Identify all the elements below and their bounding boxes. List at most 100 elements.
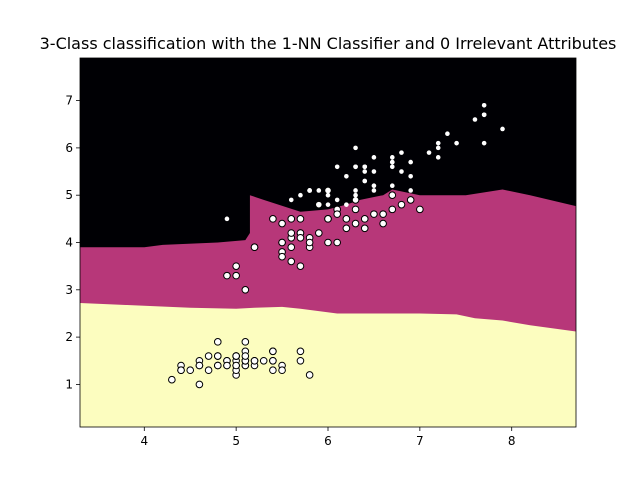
- data-points: [168, 103, 505, 389]
- y-tick-label: 6: [65, 141, 73, 155]
- y-tick-label: 1: [65, 377, 73, 391]
- data-point-class-2: [224, 216, 230, 222]
- data-point-class-2: [399, 169, 404, 174]
- data-point-class-1: [324, 215, 332, 223]
- data-point-class-0: [232, 352, 240, 360]
- decision-regions: [80, 58, 576, 427]
- data-point-class-2: [353, 197, 358, 203]
- data-point-class-2: [316, 188, 322, 193]
- data-point-class-0: [213, 361, 222, 370]
- data-point-class-2: [353, 164, 358, 170]
- y-tick-label: 2: [65, 330, 73, 344]
- data-point-class-2: [371, 155, 377, 160]
- data-point-class-1: [250, 243, 259, 252]
- data-point-class-1: [388, 205, 397, 214]
- data-point-class-0: [195, 361, 204, 370]
- x-tick-label: 4: [140, 434, 148, 448]
- data-point-class-1: [232, 262, 240, 270]
- data-point-class-2: [362, 178, 368, 184]
- data-point-class-1: [278, 219, 286, 228]
- data-point-class-1: [278, 238, 286, 247]
- data-point-class-2: [362, 164, 368, 170]
- data-point-class-2: [500, 126, 505, 132]
- x-tick-label: 6: [324, 434, 332, 448]
- data-point-class-2: [325, 202, 331, 207]
- data-point-class-0: [168, 375, 176, 384]
- data-point-class-0: [232, 361, 240, 370]
- data-point-class-2: [344, 173, 349, 179]
- data-point-class-1: [351, 219, 360, 228]
- data-point-class-2: [389, 164, 395, 170]
- data-point-class-2: [298, 192, 303, 198]
- data-point-class-1: [287, 257, 296, 266]
- data-point-class-2: [472, 117, 478, 122]
- data-point-class-2: [426, 150, 432, 155]
- y-tick-label: 4: [65, 236, 73, 250]
- y-axis: 1 2 3 4 5 6 7: [65, 94, 80, 391]
- data-point-class-1: [397, 200, 406, 209]
- data-point-class-1: [324, 186, 332, 195]
- data-point-class-1: [324, 238, 332, 247]
- data-point-class-2: [454, 140, 459, 146]
- data-point-class-0: [223, 361, 231, 370]
- data-point-class-2: [362, 169, 368, 174]
- data-point-class-1: [388, 191, 397, 199]
- data-point-class-1: [296, 215, 305, 223]
- data-point-class-1: [333, 210, 341, 218]
- data-point-class-0: [296, 356, 305, 365]
- data-point-class-1: [241, 286, 250, 294]
- data-point-class-1: [287, 229, 296, 237]
- y-tick-label: 5: [65, 188, 73, 202]
- data-point-class-2: [307, 188, 312, 193]
- data-point-class-2: [288, 197, 294, 203]
- data-point-class-2: [435, 140, 441, 146]
- data-point-class-2: [408, 188, 413, 193]
- data-point-class-2: [481, 140, 487, 146]
- data-point-class-0: [177, 366, 185, 375]
- data-point-class-0: [213, 352, 222, 360]
- data-point-class-2: [481, 112, 487, 118]
- data-point-class-0: [195, 380, 204, 389]
- data-point-class-2: [353, 192, 358, 198]
- data-point-class-1: [269, 215, 277, 223]
- data-point-class-1: [333, 238, 341, 247]
- data-point-class-2: [389, 183, 395, 189]
- data-point-class-2: [353, 188, 358, 193]
- data-point-class-1: [315, 200, 323, 209]
- data-point-class-2: [334, 197, 340, 203]
- data-point-class-1: [305, 238, 314, 247]
- region-class-0: [80, 303, 576, 427]
- data-point-class-1: [287, 215, 296, 223]
- x-tick-label: 5: [232, 434, 240, 448]
- data-point-class-0: [269, 366, 277, 375]
- data-point-class-2: [371, 183, 377, 189]
- data-point-class-1: [315, 229, 323, 237]
- data-point-class-2: [334, 164, 340, 170]
- data-point-class-1: [223, 271, 231, 280]
- data-point-class-1: [379, 219, 387, 228]
- data-point-class-0: [278, 366, 286, 375]
- data-point-class-2: [435, 145, 441, 151]
- data-point-class-2: [371, 169, 377, 174]
- data-point-class-0: [269, 347, 277, 356]
- data-point-class-2: [435, 155, 441, 160]
- data-point-class-2: [344, 202, 349, 207]
- data-point-class-0: [305, 371, 314, 379]
- data-point-class-1: [360, 215, 369, 223]
- data-point-class-2: [389, 155, 395, 160]
- data-point-class-2: [481, 103, 487, 108]
- data-point-class-1: [296, 262, 305, 270]
- data-point-class-0: [250, 356, 259, 365]
- x-axis: 4 5 6 7 8: [140, 427, 516, 448]
- chart-title: 3-Class classification with the 1-NN Cla…: [40, 34, 617, 53]
- data-point-class-0: [204, 352, 213, 360]
- data-point-class-0: [241, 352, 250, 360]
- data-point-class-1: [351, 205, 360, 214]
- data-point-class-0: [269, 356, 277, 365]
- data-point-class-1: [406, 196, 415, 204]
- data-point-class-1: [370, 210, 378, 218]
- y-tick-label: 7: [65, 94, 73, 108]
- x-tick-label: 8: [508, 434, 516, 448]
- data-point-class-0: [186, 366, 195, 375]
